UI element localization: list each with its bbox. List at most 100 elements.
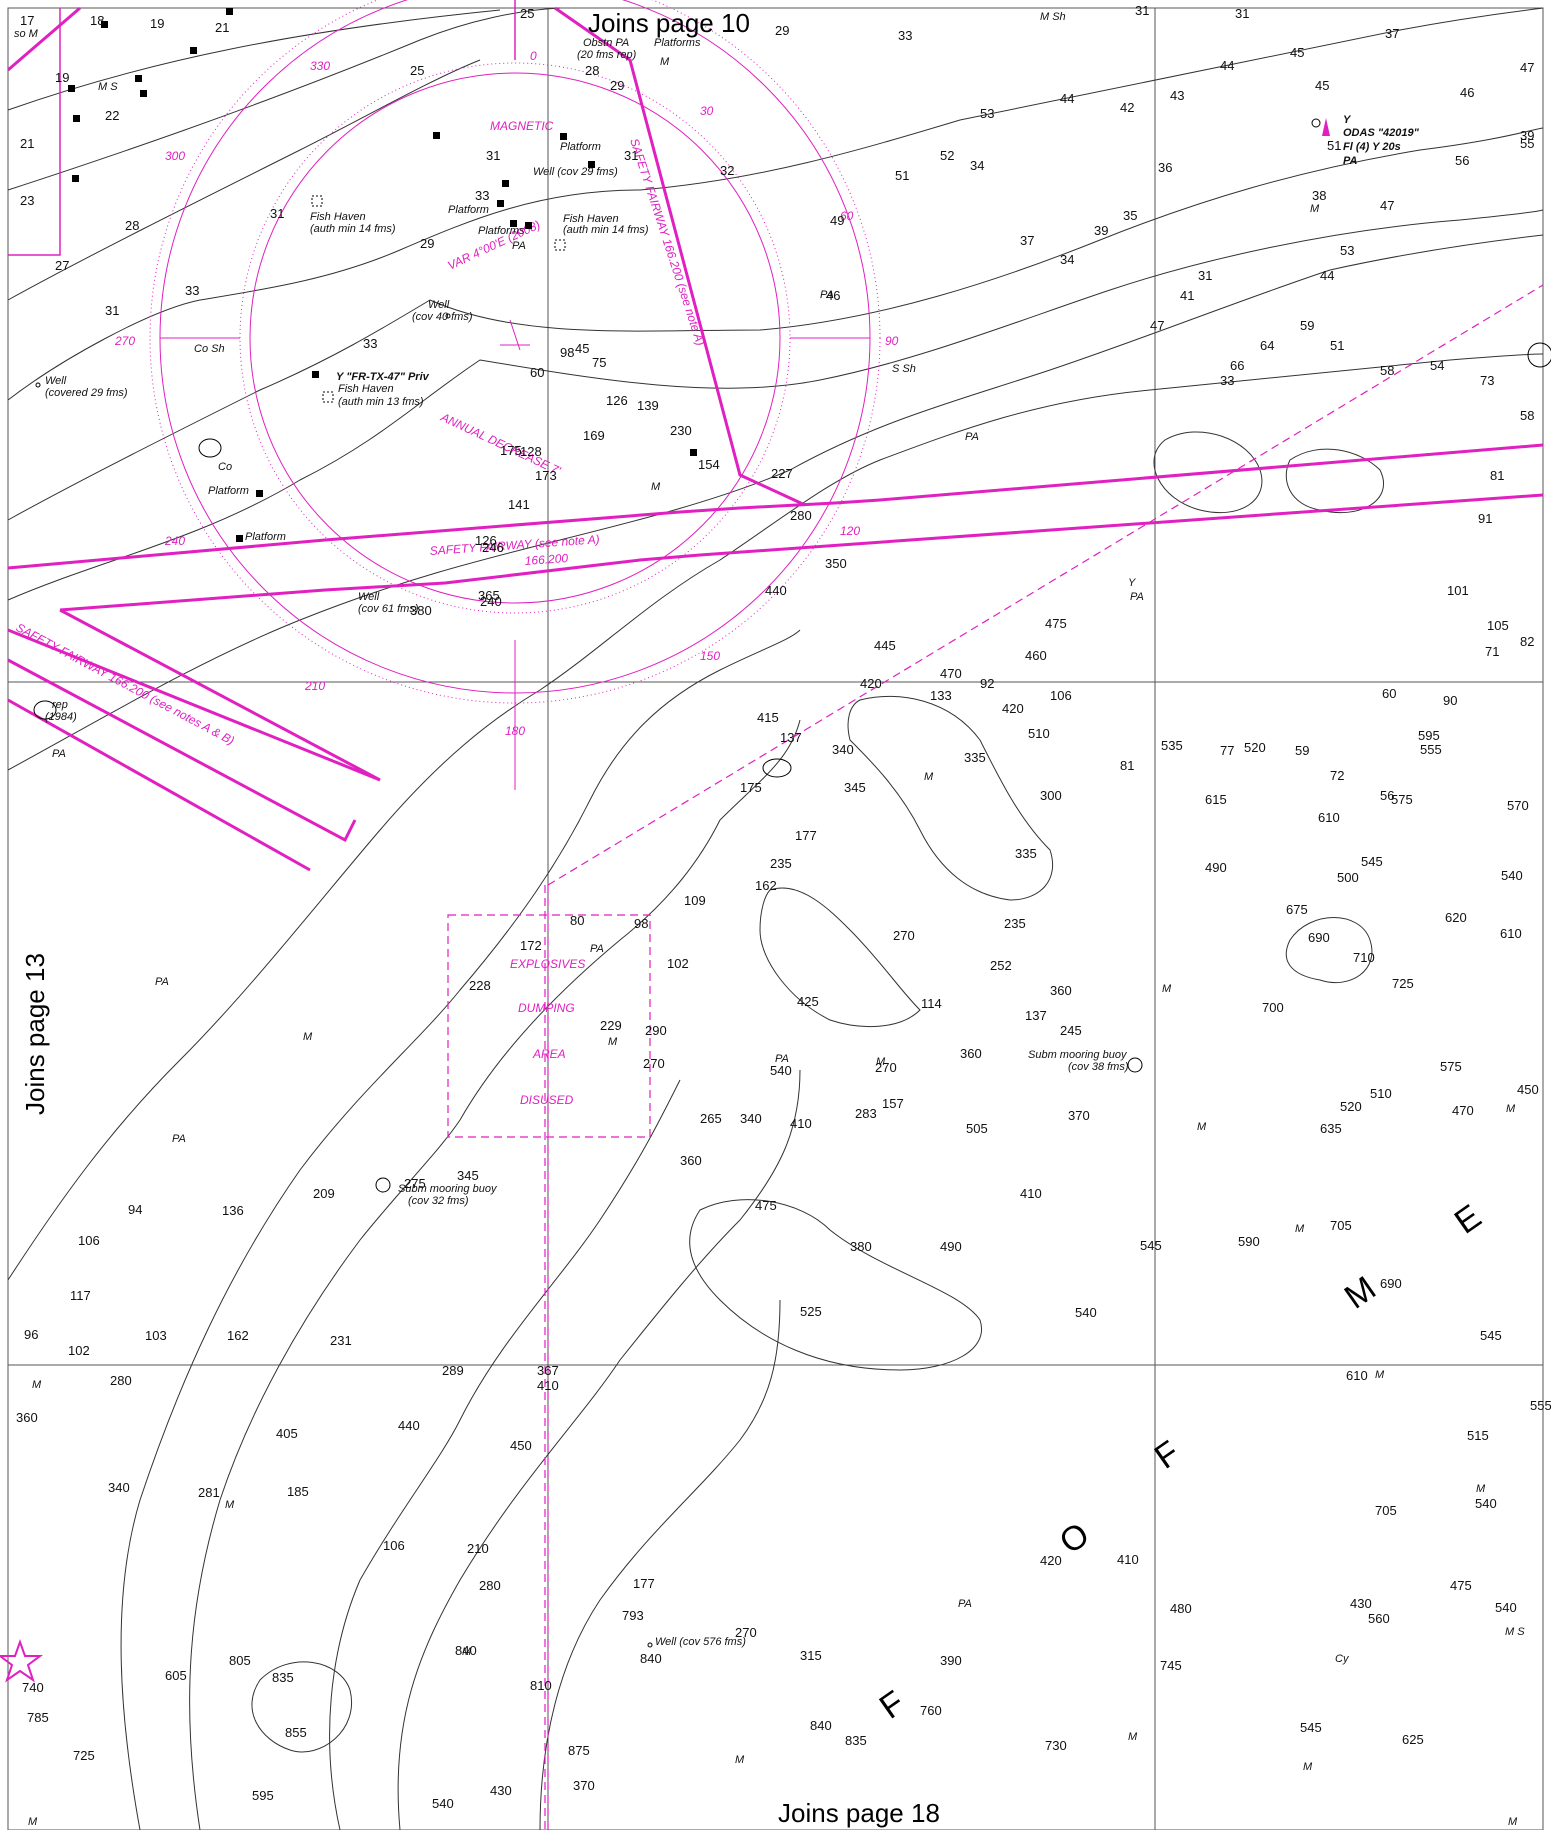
sounding: 275 <box>404 1176 426 1191</box>
bottom-code: M <box>225 1499 235 1511</box>
sounding: 470 <box>940 666 962 681</box>
y-pa-label: Y <box>1128 577 1136 589</box>
sounding: 440 <box>398 1418 420 1433</box>
sounding: 47 <box>1380 198 1394 213</box>
sounding: 475 <box>755 1198 777 1213</box>
sounding: 64 <box>1260 338 1274 353</box>
fairway-label-2: SAFETY FAIRWAY 166.200 (see note A) <box>627 137 707 348</box>
sounding: 605 <box>165 1668 187 1683</box>
sounding: 31 <box>1198 268 1212 283</box>
sounding: 47 <box>1520 60 1534 75</box>
sounding: 595 <box>1418 728 1440 743</box>
sounding: 785 <box>27 1710 49 1725</box>
sounding: 805 <box>229 1653 251 1668</box>
well-covered-29-cov: (covered 29 fms) <box>45 387 128 399</box>
sounding: 102 <box>68 1343 90 1358</box>
sounding: 490 <box>1205 860 1227 875</box>
bottom-code: M <box>1508 1816 1518 1828</box>
sounding: 32 <box>720 163 734 178</box>
sounding: 29 <box>420 236 434 251</box>
fish-haven-2-auth: (auth min 14 fms) <box>563 224 649 236</box>
sounding: 510 <box>1370 1086 1392 1101</box>
sounding: 855 <box>285 1725 307 1740</box>
sounding: 59 <box>1295 743 1309 758</box>
bottom-code: S Sh <box>892 363 916 375</box>
sounding: 73 <box>1480 373 1494 388</box>
sounding: 290 <box>645 1023 667 1038</box>
bottom-code: M <box>1375 1369 1385 1381</box>
sounding: 105 <box>1487 618 1509 633</box>
fish-haven-2-label: Fish Haven <box>563 213 619 225</box>
sounding: 66 <box>1230 358 1244 373</box>
bottom-code: M <box>660 56 670 68</box>
sounding: 128 <box>520 444 542 459</box>
sounding: 96 <box>24 1327 38 1342</box>
sounding: 810 <box>530 1678 552 1693</box>
sounding: 675 <box>1286 902 1308 917</box>
odas-y-label: Y <box>1343 114 1352 126</box>
sounding: 94 <box>128 1202 142 1217</box>
sounding: 33 <box>185 283 199 298</box>
bottom-code: so M <box>14 28 39 40</box>
sounding: 280 <box>790 508 812 523</box>
compass-label-0: 0 <box>530 49 537 63</box>
sounding: 725 <box>73 1748 95 1763</box>
subm-buoy-1-cov: (cov 32 fms) <box>408 1195 469 1207</box>
obstn-label: Obstn PA <box>583 37 629 49</box>
sounding: 177 <box>633 1576 655 1591</box>
sounding: 450 <box>1517 1082 1539 1097</box>
sounding: 175 <box>500 443 522 458</box>
pa-label: PA <box>590 943 604 955</box>
sounding: 840 <box>455 1643 477 1658</box>
sounding: 280 <box>110 1373 132 1388</box>
sounding: 510 <box>1028 726 1050 741</box>
sounding: 390 <box>940 1653 962 1668</box>
sounding: 595 <box>252 1788 274 1803</box>
subm-buoy-2-label: Subm mooring buoy <box>1028 1049 1128 1061</box>
sounding: 52 <box>940 148 954 163</box>
sounding: 92 <box>980 676 994 691</box>
sounding: 136 <box>222 1203 244 1218</box>
sounding: 620 <box>1445 910 1467 925</box>
sounding: 45 <box>1290 45 1304 60</box>
pa-label: PA <box>958 1598 972 1610</box>
sounding: 235 <box>770 856 792 871</box>
sounding: 133 <box>930 688 952 703</box>
sounding: 370 <box>1068 1108 1090 1123</box>
sounding: 37 <box>1020 233 1034 248</box>
sounding: 570 <box>1507 798 1529 813</box>
sounding: 760 <box>920 1703 942 1718</box>
sounding: 745 <box>1160 1658 1182 1673</box>
sounding: 415 <box>757 710 779 725</box>
sounding: 175 <box>740 780 762 795</box>
sounding: 41 <box>1180 288 1194 303</box>
sounding: 246 <box>482 540 504 555</box>
sounding: 98 <box>634 916 648 931</box>
sounding: 53 <box>980 106 994 121</box>
sounding: 335 <box>964 750 986 765</box>
chart-frame <box>7 7 1544 1830</box>
sounding: 590 <box>1238 1234 1260 1249</box>
sounding: 380 <box>410 603 432 618</box>
sounding: 420 <box>1002 701 1024 716</box>
sounding: 34 <box>970 158 984 173</box>
sounding: 360 <box>1050 983 1072 998</box>
subm-buoy-2-cov: (cov 38 fms) <box>1068 1061 1129 1073</box>
bottom-code: Co <box>218 461 232 473</box>
compass-label-60: 60 <box>840 209 854 223</box>
well-29-label: Well (cov 29 fms) <box>533 166 618 178</box>
sounding: 705 <box>1375 1503 1397 1518</box>
sounding: 44 <box>1320 268 1334 283</box>
sounding: 22 <box>105 108 119 123</box>
sounding: 43 <box>1170 88 1184 103</box>
sounding: 370 <box>573 1778 595 1793</box>
sounding: 141 <box>508 497 530 512</box>
fish-haven-1-label: Fish Haven <box>310 211 366 223</box>
sounding: 535 <box>1161 738 1183 753</box>
sounding: 98 <box>560 345 574 360</box>
sounding: 18 <box>90 13 104 28</box>
sounding: 60 <box>530 365 544 380</box>
bottom-code: M <box>462 1646 472 1658</box>
well-576-label: Well (cov 576 fms) <box>655 1636 746 1648</box>
sounding: 793 <box>622 1608 644 1623</box>
